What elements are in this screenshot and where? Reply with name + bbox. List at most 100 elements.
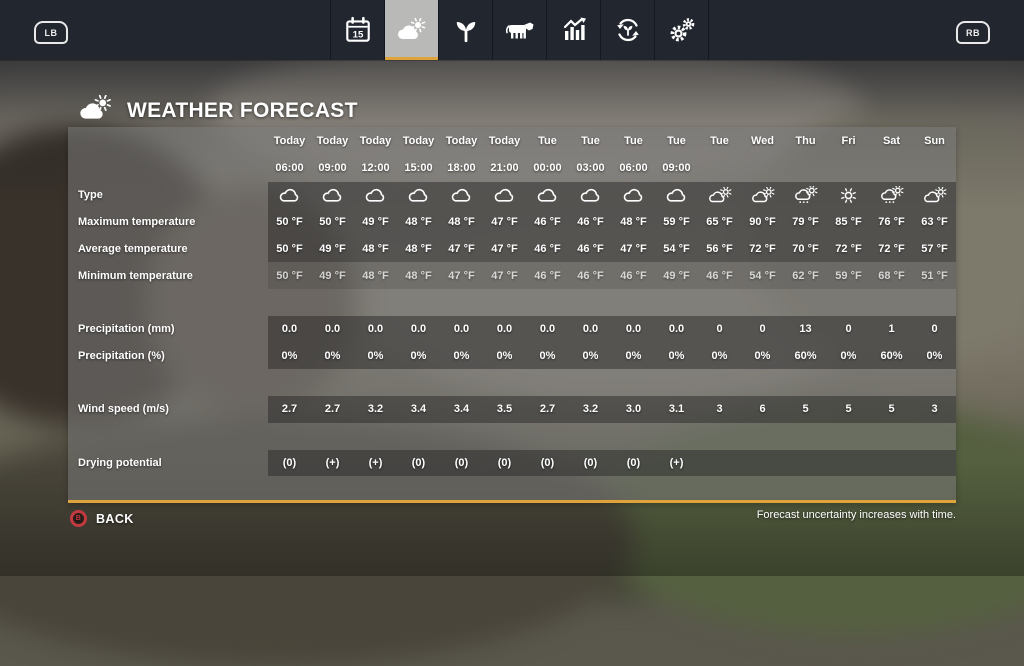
- forecast-value: 62 °F: [792, 269, 819, 282]
- tab-animals[interactable]: [492, 0, 546, 60]
- forecast-value: 76 °F: [878, 216, 905, 229]
- cycle-icon: [614, 16, 642, 44]
- forecast-value: 0: [931, 323, 938, 336]
- forecast-value: 0.0: [281, 323, 298, 336]
- forecast-value: 57 °F: [921, 242, 948, 255]
- weather-cloud-icon: [354, 182, 397, 209]
- row-label: Precipitation (mm): [78, 323, 175, 336]
- weather-sun-cloud-rain-icon: [784, 182, 827, 209]
- forecast-value: 46 °F: [534, 216, 561, 229]
- forecast-row: Average temperature 50 °F 49 °F 48 °F 48 °F 4…: [68, 235, 956, 263]
- row-label: [68, 423, 268, 450]
- forecast-value: 3: [931, 403, 938, 416]
- forecast-value: 3.5: [496, 403, 513, 416]
- header-time-row: 06:00 09:00 12:00 15:00 18:00 21:00 00:00 03:00…: [68, 155, 956, 183]
- forecast-row: Type: [68, 182, 956, 209]
- column-time: 12:00: [361, 162, 390, 175]
- forecast-value: 50 °F: [276, 269, 303, 282]
- column-day: Tue: [624, 134, 643, 147]
- column-time: [784, 155, 827, 183]
- tab-production[interactable]: [600, 0, 654, 60]
- forecast-value: 72 °F: [878, 242, 905, 255]
- forecast-value: [913, 450, 956, 477]
- weather-icon: [397, 18, 427, 42]
- weather-cloud-icon: [526, 182, 569, 209]
- column-time: 09:00: [662, 162, 691, 175]
- row-label: [68, 289, 268, 316]
- forecast-value: (+): [368, 456, 383, 469]
- forecast-value: 0%: [926, 349, 943, 362]
- row-label: Average temperature: [78, 242, 188, 255]
- column-time: 18:00: [447, 162, 476, 175]
- forecast-value: 0: [759, 323, 766, 336]
- column-time: 06:00: [275, 162, 304, 175]
- column-time: 15:00: [404, 162, 433, 175]
- tab-statistics[interactable]: [546, 0, 600, 60]
- forecast-value: (+): [669, 456, 684, 469]
- column-time: [698, 155, 741, 183]
- forecast-value: 5: [845, 403, 852, 416]
- weather-sun-cloud-rain-icon: [870, 182, 913, 209]
- forecast-value: 79 °F: [792, 216, 819, 229]
- sun-cloud-icon: [78, 94, 114, 127]
- forecast-value: 47 °F: [620, 242, 647, 255]
- weather-cloud-icon: [569, 182, 612, 209]
- bar-chart-icon: [560, 16, 588, 44]
- forecast-value: 0%: [324, 349, 341, 362]
- forecast-value: 59 °F: [663, 216, 690, 229]
- forecast-value: 47 °F: [448, 242, 475, 255]
- column-time: [913, 155, 956, 183]
- forecast-value: 46 °F: [577, 216, 604, 229]
- column-day: Tue: [538, 134, 557, 147]
- row-label: [68, 476, 268, 503]
- tab-calendar[interactable]: 15: [330, 0, 384, 60]
- forecast-value: [784, 450, 827, 477]
- forecast-value: 6: [759, 403, 766, 416]
- forecast-value: (0): [540, 456, 555, 469]
- forecast-row: Minimum temperature 50 °F 49 °F 48 °F 48 °F 4…: [68, 262, 956, 289]
- back-button[interactable]: B BACK: [70, 510, 134, 527]
- forecast-value: 0.0: [367, 323, 384, 336]
- forecast-value: 0.0: [496, 323, 513, 336]
- header-day-row: Today Today Today Today Today Today Tue Tue Tue T…: [68, 127, 956, 155]
- weather-sun-cloud-icon: [913, 182, 956, 209]
- column-time: 21:00: [490, 162, 519, 175]
- column-day: Today: [445, 134, 478, 147]
- column-time: 06:00: [619, 162, 648, 175]
- forecast-value: 0%: [453, 349, 470, 362]
- column-day: Tue: [581, 134, 600, 147]
- forecast-value: 65 °F: [706, 216, 733, 229]
- forecast-row: Wind speed (m/s) 2.7 2.7 3.2 3.4 3.4 3.5 2.7 3.2…: [68, 396, 956, 423]
- forecast-value: 46 °F: [534, 269, 561, 282]
- weather-cloud-icon: [483, 182, 526, 209]
- right-bumper-badge[interactable]: RB: [956, 21, 990, 44]
- weather-cloud-icon: [397, 182, 440, 209]
- left-bumper-badge[interactable]: LB: [34, 21, 68, 44]
- forecast-value: 13: [799, 323, 812, 336]
- tab-settings[interactable]: [654, 0, 709, 60]
- weather-cloud-icon: [440, 182, 483, 209]
- column-day: Fri: [841, 134, 856, 147]
- column-day: Tue: [667, 134, 686, 147]
- forecast-value: (0): [583, 456, 598, 469]
- tab-weather[interactable]: [384, 0, 438, 60]
- weather-cloud-icon: [655, 182, 698, 209]
- forecast-value: 2.7: [281, 403, 298, 416]
- forecast-row: Precipitation (mm) 0.0 0.0 0.0 0.0 0.0 0.0 0.0 0…: [68, 315, 956, 343]
- forecast-value: 47 °F: [491, 269, 518, 282]
- back-button-label: BACK: [96, 511, 134, 526]
- column-time: [870, 155, 913, 183]
- forecast-value: 0%: [711, 349, 728, 362]
- row-label: Maximum temperature: [78, 216, 196, 229]
- column-time: [741, 155, 784, 183]
- forecast-value: 50 °F: [276, 216, 303, 229]
- row-label: Precipitation (%): [78, 349, 165, 362]
- forecast-value: 48 °F: [362, 269, 389, 282]
- forecast-value: 0%: [582, 349, 599, 362]
- tab-crops[interactable]: [438, 0, 492, 60]
- row-label: Wind speed (m/s): [78, 403, 169, 416]
- table-corner: [68, 127, 268, 155]
- weather-cloud-icon: [311, 182, 354, 209]
- forecast-value: (0): [497, 456, 512, 469]
- forecast-value: [741, 450, 784, 477]
